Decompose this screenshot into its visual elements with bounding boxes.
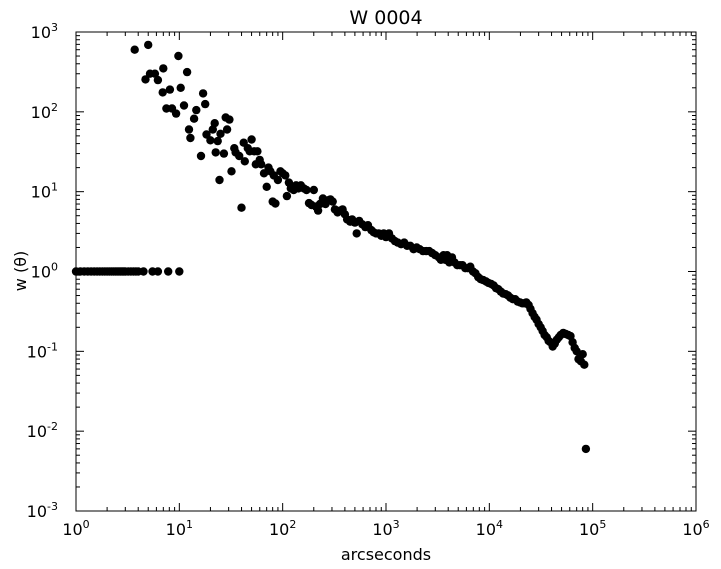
data-point [192,105,201,115]
data-point [235,151,244,161]
data-points [71,40,591,454]
data-point [257,160,266,169]
data-point [271,199,280,208]
data-point [210,119,219,128]
data-point [215,175,224,185]
data-point [186,133,195,143]
data-point [227,167,236,176]
data-point [196,151,206,161]
x-axis-label: arcseconds [341,545,431,564]
data-point [282,191,292,201]
y-tick-label: 103 [31,21,58,42]
data-point [219,149,229,158]
data-point [141,75,150,84]
data-point [313,206,323,215]
x-tick-label: 101 [166,518,193,539]
data-point [144,40,153,50]
data-point [309,185,318,195]
y-tick-label: 10-1 [27,340,58,361]
data-point [262,182,271,191]
data-point [206,136,215,145]
x-tick-label: 106 [682,518,709,539]
data-point [198,89,208,98]
data-point [159,64,168,73]
data-point [153,267,163,276]
data-point [253,147,262,156]
y-tick-label: 10-3 [27,500,58,521]
y-tick-label: 101 [31,181,58,202]
data-point [175,267,184,276]
data-point [165,85,175,94]
data-point [130,45,139,54]
data-point [176,83,185,93]
data-point [179,101,189,110]
x-tick-label: 102 [269,518,296,539]
data-point [273,175,283,185]
data-point [164,267,173,276]
data-point [259,169,269,178]
axis-ticks: 100 101 102 103 104 105 106 103 102 101 100 10-1 10-… [27,21,710,539]
x-tick-label: 100 [62,518,89,539]
x-tick-label: 104 [476,518,503,539]
chart-title: W 0004 [349,7,422,29]
plot-frame [75,31,697,512]
data-point [189,114,199,123]
data-point [208,125,217,134]
data-point [580,360,589,369]
data-point [581,444,591,454]
data-point [225,115,234,124]
data-point [182,67,192,77]
data-point [352,229,361,238]
y-tick-label: 10-2 [27,420,58,441]
data-point [153,75,163,85]
data-point [184,125,194,134]
y-tick-label: 100 [31,261,58,282]
data-point [240,157,249,166]
data-point [150,69,160,78]
x-tick-label: 103 [372,518,399,539]
data-point [222,125,232,134]
data-point [174,51,183,61]
data-point [201,99,210,109]
data-point [158,88,167,97]
data-point [171,109,181,118]
data-point [237,203,246,212]
y-tick-label: 102 [31,101,58,122]
data-point [281,171,290,180]
data-point [213,136,222,146]
data-point [211,148,220,157]
data-point [578,350,587,359]
data-point [328,197,337,206]
y-axis-label: w (θ) [11,251,30,291]
data-point [139,267,148,276]
x-tick-label: 105 [579,518,606,539]
data-point [302,185,311,195]
data-point [216,129,225,138]
data-point [247,135,256,144]
